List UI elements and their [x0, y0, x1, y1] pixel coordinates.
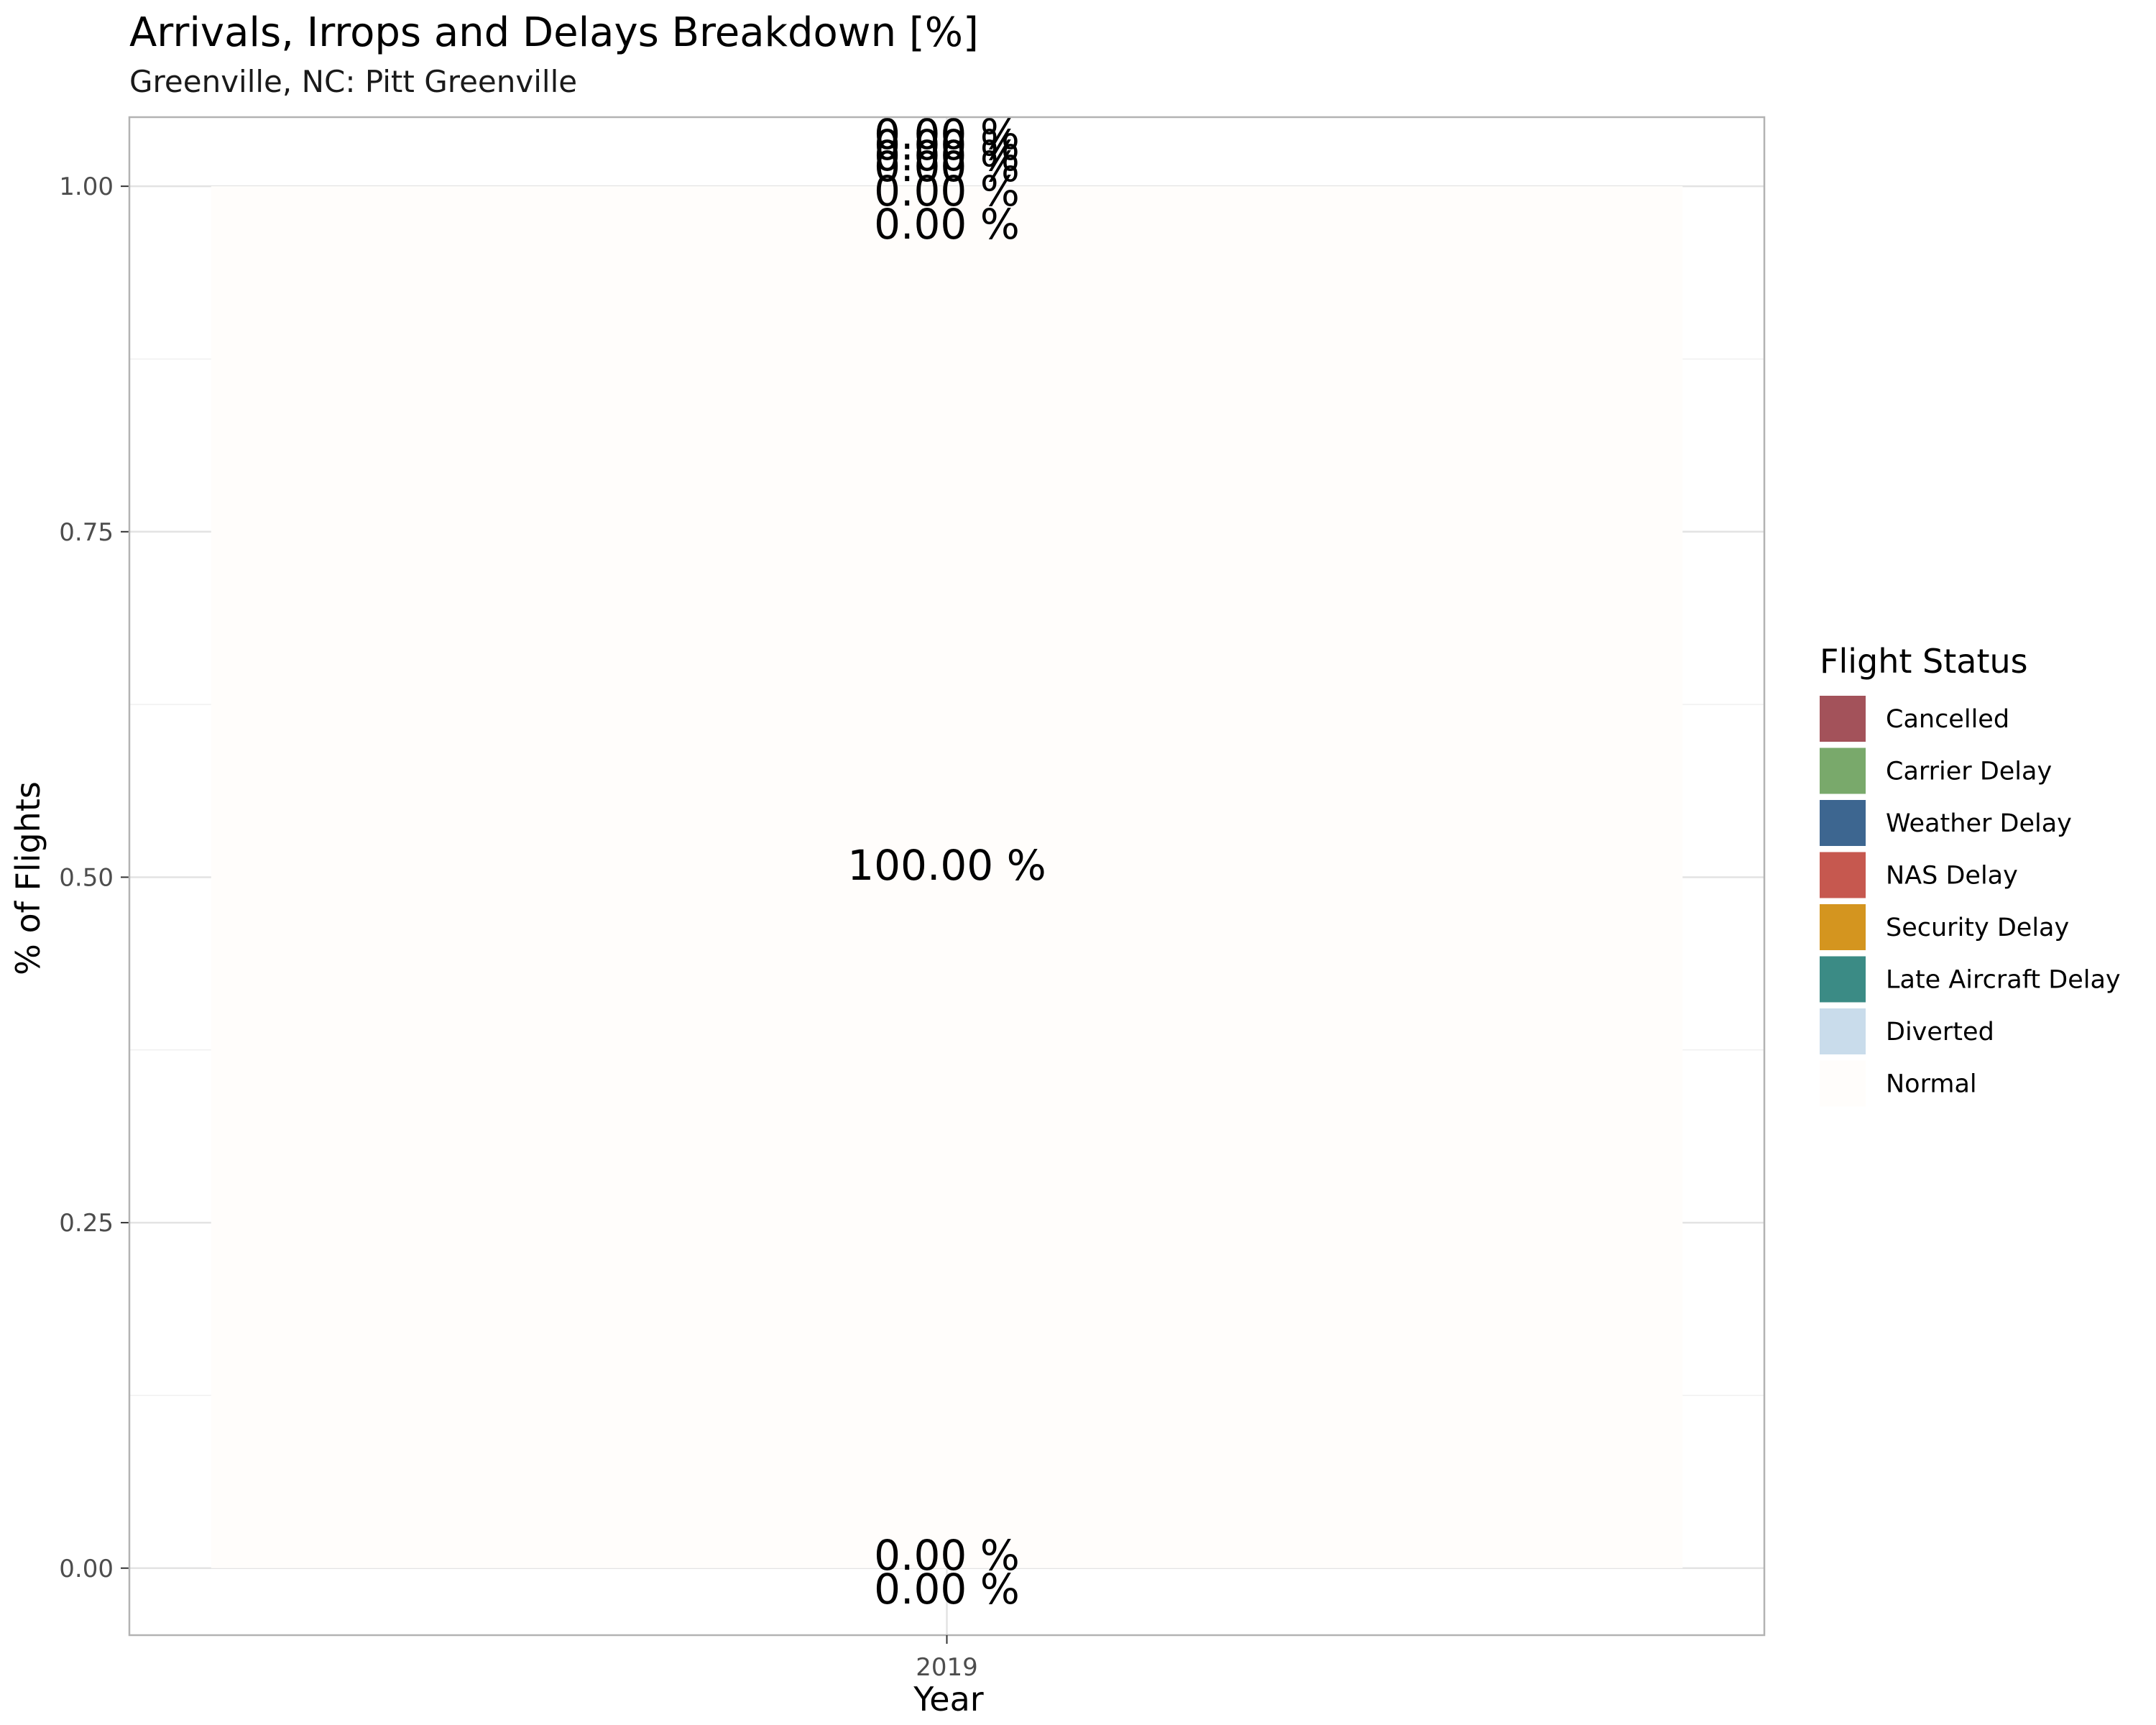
legend-label-weather-delay: Weather Delay [1886, 809, 2072, 838]
legend-label-security-delay: Security Delay [1886, 914, 2069, 942]
legend: Flight Status Cancelled Carrier Delay Weat… [1820, 642, 2121, 1107]
legend-swatch-weather-delay [1820, 800, 1866, 846]
data-label-weather-delay: 0.00 % [874, 132, 1020, 180]
legend-label-normal: Normal [1886, 1070, 1977, 1099]
x-axis-title: Year [913, 1680, 983, 1719]
y-tick-label: 0.25 [59, 1209, 114, 1238]
legend-swatch-diverted [1820, 1008, 1866, 1054]
chart-subtitle: Greenville, NC: Pitt Greenville [129, 64, 577, 99]
legend-label-carrier-delay: Carrier Delay [1886, 758, 2052, 786]
bar-normal [211, 186, 1683, 1568]
data-label-security-delay: 0.00 % [874, 167, 1020, 216]
y-tick-label: 0.00 [59, 1555, 114, 1583]
data-label-diverted: 0.00 % [874, 1565, 1020, 1614]
data-label-late-aircraft-delay-baseline: 0.00 % [874, 1531, 1020, 1580]
legend-swatch-nas-delay [1820, 852, 1866, 898]
y-tick-label: 0.75 [59, 518, 114, 547]
legend-label-cancelled: Cancelled [1886, 705, 2009, 734]
chart-title: Arrivals, Irrops and Delays Breakdown [%… [129, 9, 979, 56]
data-label-carrier-delay: 0.00 % [874, 121, 1020, 170]
y-tick-label: 0.50 [59, 863, 114, 892]
data-label-cancelled: 0.00 % [874, 110, 1020, 159]
legend-label-late-aircraft-delay: Late Aircraft Delay [1886, 966, 2121, 995]
y-axis-title: % of Flights [9, 781, 47, 975]
legend-swatch-late-aircraft-delay [1820, 956, 1866, 1003]
x-tick-label: 2019 [916, 1653, 978, 1682]
legend-label-diverted: Diverted [1886, 1018, 1994, 1046]
data-label-normal: 100.00 % [847, 841, 1046, 890]
data-label-nas-delay: 0.00 % [874, 142, 1020, 191]
legend-swatch-carrier-delay [1820, 748, 1866, 794]
data-label-late-aircraft-delay: 0.00 % [874, 200, 1020, 249]
data-labels: 0.00 %0.00 %0.00 %0.00 %0.00 %0.00 %0.00… [847, 110, 1046, 1614]
legend-swatch-normal [1820, 1060, 1866, 1107]
legend-label-nas-delay: NAS Delay [1886, 862, 2018, 891]
legend-title: Flight Status [1820, 642, 2028, 681]
x-axis: 2019 [916, 1635, 978, 1682]
y-tick-label: 1.00 [59, 172, 114, 201]
legend-swatch-cancelled [1820, 696, 1866, 742]
legend-swatch-security-delay [1820, 904, 1866, 950]
bar-stack [211, 186, 1683, 1568]
